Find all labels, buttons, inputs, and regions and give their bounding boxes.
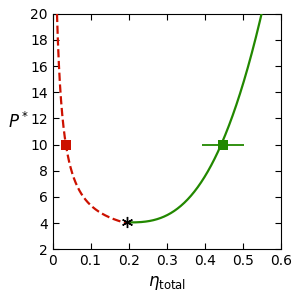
Y-axis label: $P^*$: $P^*$ [8,111,29,131]
X-axis label: $\eta_{\mathrm{total}}$: $\eta_{\mathrm{total}}$ [148,274,186,292]
